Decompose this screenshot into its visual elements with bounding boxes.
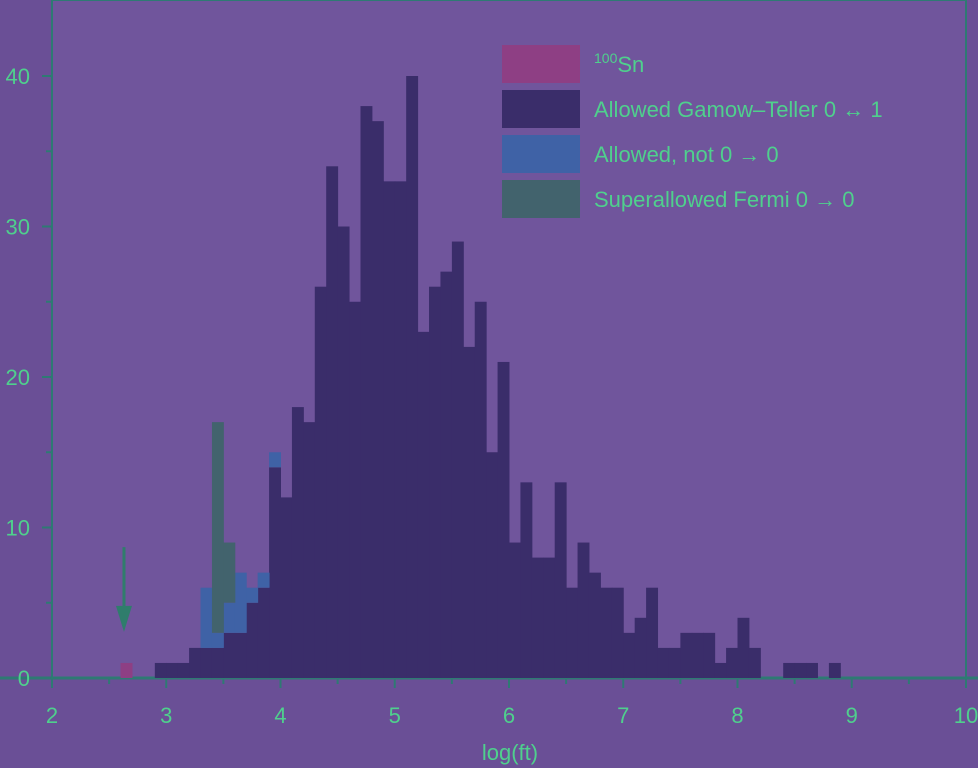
histogram-bar (634, 617, 647, 678)
histogram-bar (657, 647, 670, 678)
legend-swatch (502, 90, 580, 128)
histogram-bar (177, 662, 190, 678)
histogram-bar (429, 286, 441, 678)
y-tick-label: 40 (6, 64, 30, 89)
legend-label: Allowed, not 0 → 0 (594, 142, 779, 167)
histogram-bar (543, 557, 556, 678)
histogram-bar (486, 452, 499, 678)
histogram-bar (337, 226, 350, 678)
histogram-bar (257, 587, 270, 678)
histogram-bar (189, 647, 202, 678)
histogram-bar (509, 542, 521, 678)
histogram-bar (566, 587, 579, 678)
histogram-bar (211, 632, 224, 648)
histogram-bar (531, 557, 544, 678)
histogram-bar (554, 482, 567, 678)
y-tick-label: 10 (6, 516, 30, 541)
histogram-bar (406, 76, 419, 678)
histogram-bar (623, 632, 636, 678)
histogram-bar (291, 407, 304, 678)
histogram-bar (783, 662, 796, 678)
legend-label: Allowed Gamow–Teller 0 ↔ 1 (594, 97, 883, 122)
y-tick-label: 0 (18, 666, 30, 691)
histogram-bar (223, 542, 236, 603)
histogram-bar (440, 271, 453, 678)
y-tick-label: 30 (6, 215, 30, 240)
x-tick-label: 9 (846, 703, 858, 728)
histogram-bar (474, 301, 487, 678)
histogram-bar (120, 662, 133, 678)
histogram-bar (246, 587, 259, 603)
annotations-layer (115, 547, 132, 632)
x-tick-label: 4 (274, 703, 286, 728)
y-tick-label: 20 (6, 365, 30, 390)
histogram-bar (280, 497, 293, 678)
histogram-bar (806, 662, 818, 678)
histogram-bar (360, 106, 373, 679)
histogram-bar (223, 632, 236, 678)
histogram-bar (714, 662, 727, 678)
histogram-bar (383, 181, 396, 678)
x-tick-label: 3 (160, 703, 172, 728)
histogram-bar (326, 166, 339, 679)
histogram-bar (611, 587, 624, 678)
histogram-bar (520, 482, 533, 678)
x-axis-label: log(ft) (482, 740, 538, 765)
arrow-head (115, 605, 132, 632)
x-tick-label: 7 (617, 703, 629, 728)
histogram-bar (417, 331, 430, 678)
histogram-bar (588, 572, 601, 678)
histogram-bar (600, 587, 613, 678)
histogram-bar (497, 361, 510, 678)
x-tick-label: 2 (46, 703, 58, 728)
histogram-bar (200, 647, 213, 678)
histogram-bar (703, 632, 716, 678)
histogram-bar (463, 346, 476, 678)
histogram-bar (726, 647, 738, 678)
histogram-bar (668, 647, 681, 678)
histogram-bar (211, 647, 224, 678)
histogram-bar (371, 121, 384, 678)
legend-label: 100Sn (594, 50, 644, 77)
legend-swatch (502, 45, 580, 83)
x-tick-label: 6 (503, 703, 515, 728)
histogram-bar (794, 662, 807, 678)
histogram-bar (314, 286, 327, 678)
histogram-bar (269, 452, 281, 468)
histogram-bar (691, 632, 704, 678)
histogram-bar (166, 662, 179, 678)
x-tick-label: 10 (954, 703, 978, 728)
histogram-bar (246, 602, 259, 678)
histogram-bar (223, 602, 236, 633)
legend: 100Sn Allowed Gamow–Teller 0 ↔ 1 Allowed, … (502, 45, 883, 218)
histogram-bar (211, 422, 224, 633)
histogram-bar (154, 662, 167, 678)
legend-label: Superallowed Fermi 0 → 0 (594, 187, 854, 212)
x-tick-label: 8 (731, 703, 743, 728)
histogram-bar (269, 467, 281, 678)
legend-swatch (502, 180, 580, 218)
histogram-bar (234, 572, 247, 633)
histogram-bar (737, 617, 750, 678)
legend-swatch (502, 135, 580, 173)
histogram-bar (234, 632, 247, 678)
x-tick-label: 5 (389, 703, 401, 728)
histogram-bar (257, 572, 270, 588)
histogram-bar (748, 647, 761, 678)
histogram-bar (349, 301, 361, 678)
histogram-bar (646, 587, 659, 678)
histogram-bar (394, 181, 407, 678)
histogram-bar (828, 662, 841, 678)
bars-layer (120, 76, 841, 679)
histogram-bar (577, 542, 590, 678)
histogram-bar (303, 422, 316, 678)
histogram-bar (680, 632, 693, 678)
histogram-bar (451, 241, 464, 679)
histogram-bar (200, 587, 213, 648)
